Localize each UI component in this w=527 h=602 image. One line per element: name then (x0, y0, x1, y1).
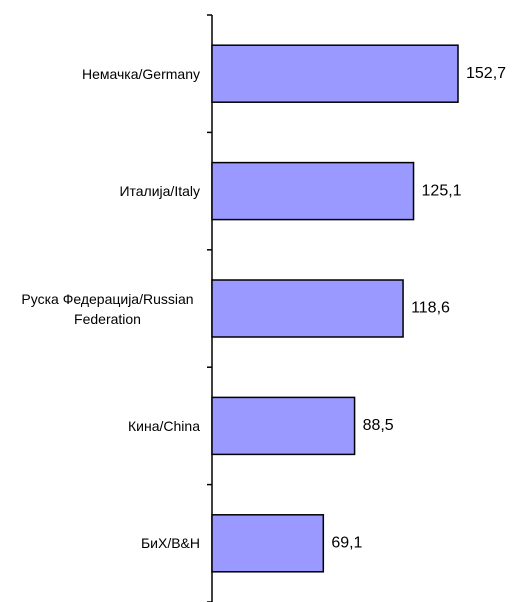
category-text: Немачка/Germany (82, 65, 200, 82)
category-label: БиХ/B&H (0, 503, 200, 583)
bar (211, 396, 356, 456)
category-text: Италија/Italy (119, 183, 200, 200)
category-text: Руска Федерација/Russian Federation (21, 290, 194, 327)
value-label: 69,1 (331, 535, 362, 552)
category-text: БиХ/B&H (140, 535, 200, 552)
category-label: Немачка/Germany (0, 34, 200, 114)
value-label: 125,1 (422, 182, 462, 199)
bar (211, 279, 404, 338)
category-label: Италија/Italy (0, 151, 200, 231)
category-label: Руска Федерација/Russian Federation (0, 269, 200, 349)
value-label: 88,5 (363, 417, 394, 434)
bar (211, 514, 325, 573)
category-text: Кина/China (128, 417, 200, 434)
value-label: 152,7 (466, 65, 506, 82)
value-label: 118,6 (411, 300, 450, 317)
bar (211, 161, 415, 221)
bar (211, 44, 459, 103)
category-label: Кина/China (0, 386, 200, 466)
